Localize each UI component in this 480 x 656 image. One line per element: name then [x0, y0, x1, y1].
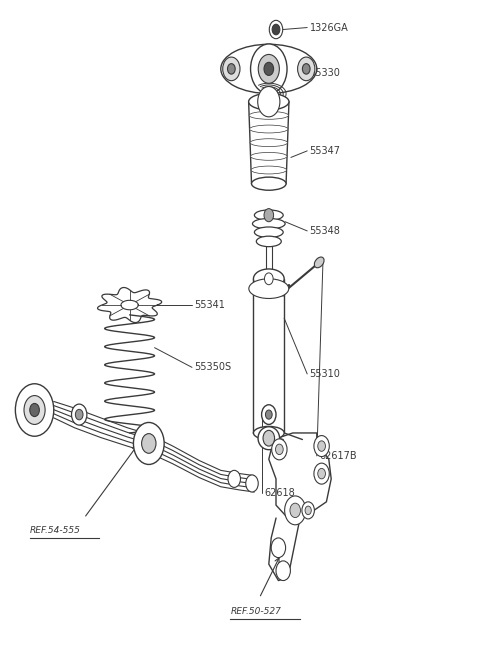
Circle shape: [269, 20, 283, 39]
Circle shape: [290, 503, 300, 518]
Circle shape: [262, 405, 276, 424]
Circle shape: [228, 64, 235, 74]
Circle shape: [318, 468, 325, 479]
Circle shape: [223, 57, 240, 81]
Ellipse shape: [250, 125, 288, 133]
Ellipse shape: [249, 93, 289, 110]
Ellipse shape: [314, 257, 324, 268]
Circle shape: [24, 396, 45, 424]
Ellipse shape: [252, 177, 286, 190]
Ellipse shape: [254, 210, 283, 220]
Ellipse shape: [256, 236, 281, 247]
Text: 55330: 55330: [310, 68, 340, 79]
Circle shape: [305, 506, 312, 514]
Circle shape: [142, 434, 156, 453]
Ellipse shape: [254, 227, 283, 237]
Circle shape: [318, 441, 325, 451]
Ellipse shape: [250, 139, 288, 147]
Ellipse shape: [251, 166, 287, 174]
Ellipse shape: [253, 426, 284, 440]
Text: 55350S: 55350S: [194, 362, 231, 373]
Circle shape: [276, 444, 283, 455]
Circle shape: [75, 409, 83, 420]
Circle shape: [258, 54, 279, 83]
Text: 55341: 55341: [194, 300, 225, 310]
Text: 62618: 62618: [264, 488, 295, 499]
Circle shape: [265, 410, 272, 419]
Circle shape: [285, 496, 306, 525]
Circle shape: [264, 273, 273, 285]
Circle shape: [272, 24, 280, 35]
Circle shape: [263, 430, 275, 446]
Text: 62617B: 62617B: [319, 451, 357, 461]
Ellipse shape: [252, 218, 285, 229]
Ellipse shape: [253, 269, 284, 289]
Circle shape: [258, 87, 280, 117]
Text: 55348: 55348: [310, 226, 340, 236]
Ellipse shape: [249, 112, 288, 119]
Text: 1326GA: 1326GA: [310, 22, 348, 33]
Circle shape: [302, 502, 314, 519]
Ellipse shape: [251, 152, 287, 160]
Circle shape: [30, 403, 39, 417]
Circle shape: [264, 62, 274, 75]
Circle shape: [302, 64, 310, 74]
Circle shape: [314, 436, 329, 457]
Circle shape: [276, 561, 290, 581]
Ellipse shape: [258, 427, 279, 450]
Circle shape: [251, 44, 287, 94]
Text: REF.54-555: REF.54-555: [30, 525, 81, 535]
Text: 55347: 55347: [310, 146, 341, 156]
Ellipse shape: [249, 279, 289, 298]
Circle shape: [264, 209, 274, 222]
Text: REF.50-527: REF.50-527: [230, 607, 281, 616]
Circle shape: [72, 404, 87, 425]
Circle shape: [228, 470, 240, 487]
Circle shape: [314, 463, 329, 484]
Circle shape: [271, 538, 286, 558]
Text: 55310: 55310: [310, 369, 340, 379]
Circle shape: [272, 439, 287, 460]
Circle shape: [298, 57, 315, 81]
Ellipse shape: [221, 44, 317, 93]
Circle shape: [246, 475, 258, 492]
Circle shape: [133, 422, 164, 464]
Circle shape: [15, 384, 54, 436]
